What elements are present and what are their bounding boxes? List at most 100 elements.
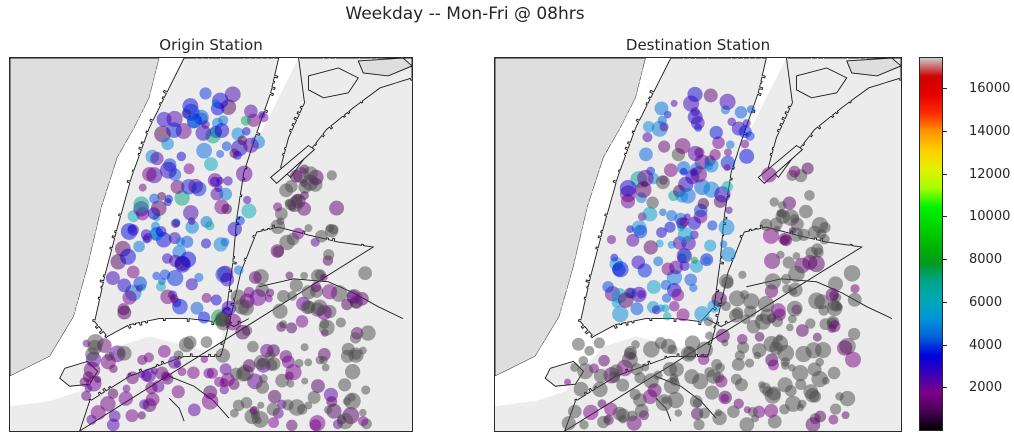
station-marker xyxy=(661,304,670,313)
station-marker xyxy=(819,318,832,331)
station-marker xyxy=(635,181,652,198)
station-marker xyxy=(758,296,775,313)
station-marker xyxy=(326,170,337,181)
station-marker xyxy=(257,401,265,409)
station-marker xyxy=(561,416,576,431)
station-marker xyxy=(723,148,732,157)
station-marker xyxy=(788,265,805,283)
colorbar-tick: 12000 xyxy=(943,167,1013,183)
station-marker xyxy=(197,311,211,324)
station-marker xyxy=(287,196,304,213)
station-marker xyxy=(230,408,239,418)
north-shore-land xyxy=(357,58,412,77)
station-marker xyxy=(693,419,705,431)
station-marker xyxy=(702,256,711,265)
station-marker xyxy=(631,255,646,270)
station-marker xyxy=(805,318,816,329)
station-marker xyxy=(723,164,731,172)
colorbar-tick-mark xyxy=(943,344,947,346)
station-marker xyxy=(647,383,662,398)
station-marker xyxy=(786,300,803,317)
station-marker xyxy=(738,125,752,139)
station-marker xyxy=(159,161,177,179)
destination-panel-title: Destination Station xyxy=(625,36,771,54)
navy-yard-piers xyxy=(705,318,737,328)
station-marker xyxy=(571,337,585,351)
colorbar-tick: 6000 xyxy=(943,295,1013,311)
station-marker xyxy=(177,367,187,376)
station-marker xyxy=(568,404,582,419)
station-marker xyxy=(244,104,258,119)
station-marker xyxy=(287,290,298,301)
station-marker xyxy=(311,379,325,394)
station-marker xyxy=(578,356,589,366)
station-marker xyxy=(172,298,188,315)
station-marker xyxy=(201,292,212,303)
station-marker xyxy=(737,341,750,354)
station-marker xyxy=(166,110,183,128)
station-marker xyxy=(285,271,294,280)
station-marker xyxy=(642,132,653,143)
station-marker xyxy=(286,232,300,246)
station-marker xyxy=(758,381,766,389)
station-marker xyxy=(265,288,275,297)
station-marker xyxy=(116,345,132,361)
station-marker xyxy=(746,105,756,114)
station-marker xyxy=(241,203,257,219)
station-marker xyxy=(830,300,842,312)
station-marker xyxy=(255,380,270,394)
station-marker xyxy=(630,302,644,316)
station-marker xyxy=(150,151,164,166)
station-marker xyxy=(784,384,797,397)
station-marker xyxy=(344,364,361,380)
station-marker xyxy=(739,417,755,431)
colorbar-axis: 2000 4000 6000 8000 10000 12000 14000 16000 xyxy=(943,57,1013,431)
station-marker xyxy=(795,378,807,391)
station-marker xyxy=(300,271,309,280)
station-marker xyxy=(195,125,212,141)
station-marker xyxy=(173,360,182,368)
station-marker xyxy=(229,148,240,159)
station-marker xyxy=(140,370,152,382)
station-markers xyxy=(561,86,862,431)
station-marker xyxy=(215,313,230,328)
station-marker xyxy=(323,405,333,414)
station-marker xyxy=(739,290,750,300)
station-marker xyxy=(187,366,200,379)
station-marker xyxy=(828,276,843,292)
station-marker xyxy=(808,390,822,403)
station-marker xyxy=(272,303,288,319)
station-marker xyxy=(320,273,328,282)
station-marker xyxy=(289,169,303,183)
station-marker xyxy=(671,288,685,302)
station-marker xyxy=(612,406,627,421)
station-marker xyxy=(719,93,736,110)
station-marker xyxy=(850,284,860,294)
station-marker xyxy=(286,322,298,334)
station-marker xyxy=(759,308,776,325)
station-marker xyxy=(87,334,104,351)
station-marker xyxy=(675,190,689,203)
station-marker xyxy=(843,265,861,282)
colorbar-tick: 14000 xyxy=(943,124,1013,140)
station-marker xyxy=(220,237,230,247)
station-marker xyxy=(606,234,617,245)
station-marker xyxy=(616,378,630,392)
station-marker xyxy=(656,227,667,238)
station-marker xyxy=(629,388,641,400)
station-marker xyxy=(684,335,701,351)
station-marker xyxy=(360,325,376,341)
station-marker xyxy=(744,305,757,318)
station-marker xyxy=(105,271,120,286)
station-marker xyxy=(272,202,283,212)
station-marker xyxy=(719,240,728,248)
station-marker xyxy=(126,265,140,279)
station-marker xyxy=(828,320,841,333)
station-marker xyxy=(845,351,861,368)
station-marker xyxy=(815,341,832,359)
station-marker xyxy=(138,183,147,192)
station-marker xyxy=(577,363,594,380)
station-marker xyxy=(767,414,782,429)
station-marker xyxy=(251,411,269,428)
colorbar-tick-mark xyxy=(943,259,947,261)
